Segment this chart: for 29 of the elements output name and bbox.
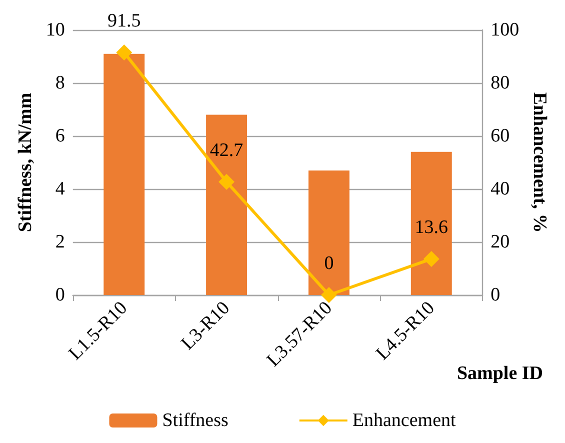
bar bbox=[104, 54, 145, 295]
y2-tick-label: 60 bbox=[490, 126, 510, 146]
bar bbox=[410, 152, 452, 295]
y-tick-label: 6 bbox=[55, 126, 65, 146]
point bbox=[218, 174, 235, 190]
data-label: 0 bbox=[324, 253, 334, 274]
legend-label: Stiffness bbox=[162, 410, 228, 431]
y-tick-label: 8 bbox=[55, 72, 65, 94]
point bbox=[116, 44, 132, 61]
y-tick-label: 2 bbox=[55, 232, 65, 252]
bar bbox=[308, 170, 350, 295]
point bbox=[423, 250, 440, 267]
y2-tick-label: 20 bbox=[490, 232, 510, 252]
y2-tick-label: 0 bbox=[490, 284, 500, 306]
y2-axis-title: Enhancement, % bbox=[529, 92, 550, 233]
y-axis-title: Stiffness, kN/mm bbox=[15, 92, 36, 232]
x-axis-title: Sample ID bbox=[456, 363, 544, 384]
data-label: 42.7 bbox=[210, 140, 244, 161]
y-tick-label: 10 bbox=[46, 20, 65, 40]
bar bbox=[206, 114, 248, 295]
y-tick-label: 4 bbox=[55, 178, 66, 200]
data-label: 91.5 bbox=[107, 10, 141, 32]
y2-tick-label: 100 bbox=[490, 20, 520, 40]
y2-tick-label: 80 bbox=[490, 72, 510, 94]
point bbox=[320, 287, 337, 303]
y2-tick-label: 40 bbox=[490, 178, 510, 200]
legend-label: Enhancement bbox=[352, 410, 456, 431]
data-label: 13.6 bbox=[414, 216, 448, 238]
y-tick-label: 0 bbox=[55, 284, 65, 306]
